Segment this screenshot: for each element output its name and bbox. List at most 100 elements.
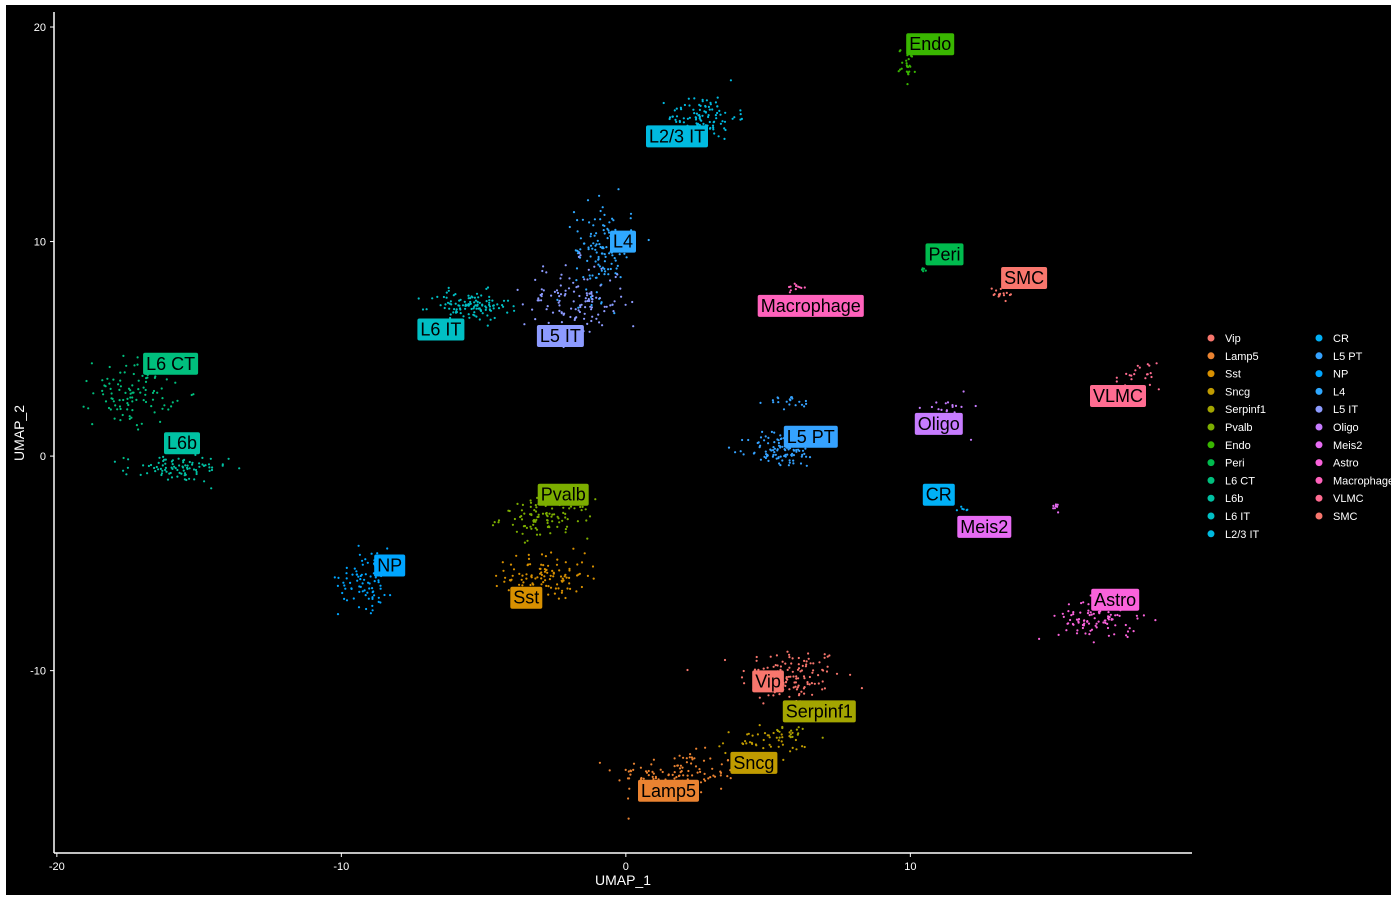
data-point — [539, 533, 542, 536]
data-point — [144, 400, 148, 404]
data-point — [446, 301, 450, 304]
data-point — [610, 262, 613, 265]
legend-label: L2/3 IT — [1225, 529, 1260, 541]
data-point — [682, 756, 685, 759]
data-point — [540, 583, 543, 586]
data-point — [585, 519, 588, 522]
data-point — [800, 403, 804, 406]
data-point — [779, 668, 782, 671]
cluster-label: L6 IT — [417, 318, 465, 341]
data-point — [443, 306, 446, 310]
data-point — [1149, 372, 1152, 375]
data-point — [186, 464, 189, 467]
data-point — [545, 584, 548, 588]
data-point — [568, 277, 571, 280]
data-point — [720, 763, 723, 766]
data-point — [210, 487, 213, 490]
cluster-label: CR — [922, 483, 955, 506]
data-point — [661, 770, 664, 774]
data-point — [676, 764, 679, 767]
data-point — [790, 729, 793, 732]
data-point — [792, 454, 796, 457]
data-point — [612, 219, 615, 222]
data-point — [1130, 374, 1133, 377]
data-point — [543, 570, 547, 573]
x-axis-title: UMAP_1 — [595, 872, 651, 888]
data-point — [713, 775, 717, 778]
data-point — [104, 385, 107, 388]
data-point — [797, 684, 800, 687]
data-point — [1124, 623, 1127, 627]
data-point — [595, 251, 598, 254]
data-point — [122, 456, 125, 460]
cluster-label-text: Lamp5 — [641, 781, 696, 801]
data-point — [1069, 618, 1072, 622]
data-point — [555, 563, 559, 566]
data-point — [714, 114, 718, 117]
data-point — [576, 520, 580, 523]
data-point — [464, 304, 467, 307]
data-point — [178, 471, 181, 474]
data-point — [772, 401, 775, 404]
data-point — [1136, 364, 1139, 367]
data-point — [108, 365, 111, 369]
data-point — [578, 252, 581, 255]
data-point — [632, 762, 636, 765]
data-point — [790, 454, 793, 457]
data-point — [181, 465, 184, 468]
cluster-label-text: Vip — [755, 671, 781, 691]
data-point — [161, 469, 164, 472]
data-point — [139, 473, 142, 476]
data-point — [540, 299, 543, 302]
data-point — [696, 771, 699, 774]
data-point — [464, 307, 467, 310]
data-point — [504, 576, 507, 579]
data-point — [1083, 622, 1086, 625]
data-point — [783, 448, 786, 451]
legend-key — [1207, 476, 1215, 484]
points-layer — [82, 49, 1160, 820]
series-cr — [955, 505, 969, 512]
axes-layer — [53, 12, 1192, 854]
data-point — [812, 662, 815, 665]
data-point — [822, 669, 825, 672]
data-point — [907, 58, 910, 61]
data-point — [124, 391, 127, 394]
data-point — [763, 455, 766, 458]
legend-label: L6b — [1225, 493, 1243, 505]
data-point — [572, 281, 575, 284]
data-point — [772, 694, 775, 697]
data-point — [343, 584, 346, 587]
data-point — [589, 255, 592, 258]
data-point — [673, 777, 676, 780]
cluster-label-text: L5 PT — [787, 427, 835, 447]
legend-item: Astro — [1315, 458, 1359, 470]
data-point — [805, 455, 808, 458]
data-point — [721, 120, 724, 123]
data-point — [585, 292, 588, 295]
data-point — [533, 518, 536, 522]
data-point — [698, 108, 702, 111]
data-point — [652, 758, 656, 761]
data-point — [825, 670, 829, 673]
data-point — [201, 456, 204, 459]
data-point — [724, 128, 727, 132]
data-point — [122, 354, 125, 357]
data-point — [595, 317, 598, 320]
data-point — [811, 693, 814, 696]
cluster-label: Vip — [752, 670, 784, 693]
data-point — [542, 265, 545, 268]
data-point — [590, 292, 593, 295]
data-point — [937, 408, 940, 411]
data-point — [501, 561, 504, 564]
legend-key — [1207, 512, 1215, 520]
data-point — [759, 458, 763, 461]
data-point — [568, 567, 571, 571]
legend-key — [1315, 512, 1323, 520]
data-point — [468, 316, 471, 319]
data-point — [558, 304, 561, 307]
data-point — [540, 573, 544, 577]
data-point — [534, 504, 537, 507]
data-point — [603, 232, 606, 235]
data-point — [724, 111, 727, 114]
